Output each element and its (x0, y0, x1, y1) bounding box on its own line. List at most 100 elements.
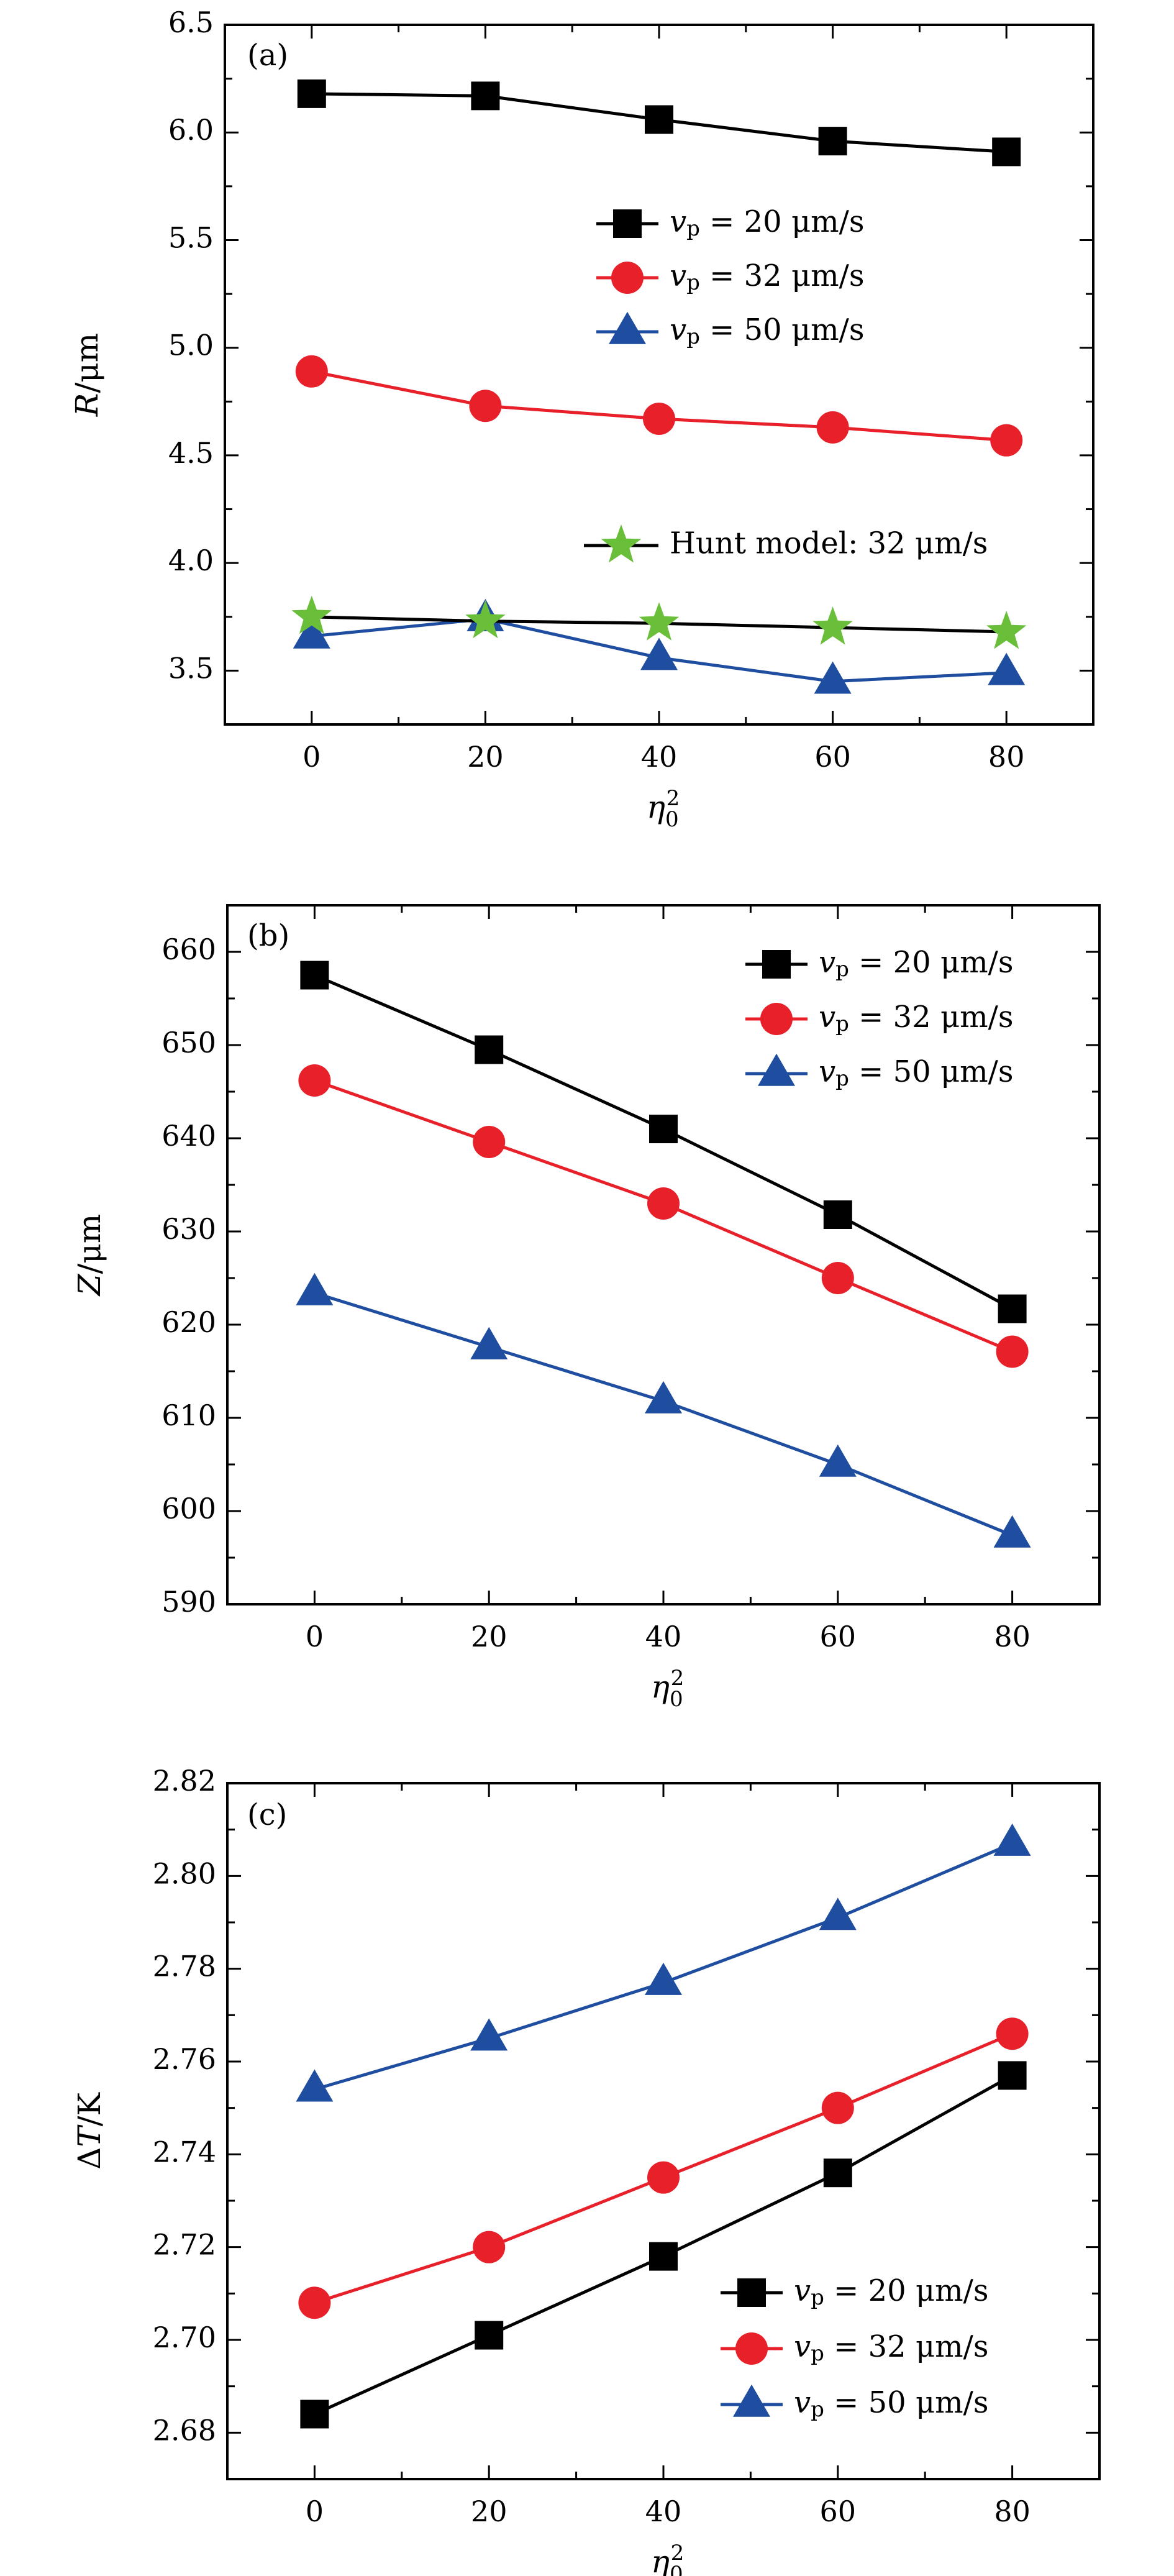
x-tick-label: 20 (467, 740, 504, 774)
legend-marker (609, 311, 646, 344)
y-tick-label: 2.82 (153, 1764, 216, 1797)
series-circle (298, 1064, 1029, 1368)
data-point (469, 390, 502, 422)
series-line (314, 1291, 1013, 1537)
legend-marker (735, 2332, 768, 2365)
y-tick-label: 2.76 (153, 2042, 216, 2076)
y-tick-label: 2.68 (153, 2413, 216, 2447)
data-point (993, 1515, 1031, 1548)
data-point (300, 2400, 329, 2429)
y-axis-label: Z/μm (71, 1214, 107, 1297)
data-point (998, 2061, 1027, 2090)
data-point (814, 661, 852, 694)
x-tick-label: 40 (641, 740, 678, 774)
data-point (473, 1126, 506, 1158)
data-point (298, 1064, 331, 1097)
y-tick-label: 590 (162, 1585, 216, 1619)
x-axis-label: η02 (651, 1666, 684, 1712)
data-point (470, 2018, 508, 2051)
data-point (821, 1262, 854, 1294)
legend-marker (611, 262, 644, 294)
x-tick-label: 60 (820, 1620, 857, 1653)
data-point (647, 1187, 680, 1220)
legend-label: vp = 32 μm/s (819, 1000, 1013, 1037)
data-point (823, 2158, 852, 2188)
x-tick-label: 60 (814, 740, 851, 774)
y-tick-label: 2.74 (153, 2135, 216, 2168)
legend-label: vp = 20 μm/s (794, 2273, 988, 2311)
x-tick-label: 0 (303, 740, 321, 774)
x-tick-label: 20 (471, 1620, 507, 1653)
legend-marker (758, 1053, 795, 1086)
y-tick-label: 6.5 (168, 6, 214, 39)
panel-label: (b) (247, 918, 289, 953)
y-tick-label: 2.70 (153, 2321, 216, 2354)
panel-label: (a) (247, 38, 288, 73)
legend-marker (737, 2278, 766, 2307)
data-point (300, 961, 329, 990)
data-point (819, 1898, 857, 1930)
data-point (645, 1962, 682, 1995)
series-triangle (296, 1272, 1031, 1548)
data-point (823, 1200, 852, 1229)
legend-marker (762, 950, 791, 979)
y-tick-label: 2.78 (153, 1950, 216, 1983)
legend-entry: vp = 50 μm/s (721, 2384, 988, 2422)
y-tick-label: 610 (162, 1399, 216, 1432)
legend-marker (601, 524, 642, 563)
legend-marker (733, 2384, 770, 2417)
series-circle (298, 2017, 1029, 2319)
x-tick-label: 40 (645, 1620, 682, 1653)
legend-label: Hunt model: 32 μm/s (670, 526, 988, 561)
data-point (990, 424, 1023, 457)
legend-label: vp = 32 μm/s (670, 258, 864, 296)
x-axis-label: η02 (647, 786, 680, 832)
y-tick-label: 5.5 (168, 221, 214, 254)
y-tick-label: 630 (162, 1212, 216, 1246)
data-point (639, 602, 680, 641)
chart-panel-3: 2.68 2.70 2.72 2.74 2.76 2.78 2.80 2.82 0 20 40 60 8… (71, 1764, 1101, 2576)
data-point (996, 1335, 1029, 1368)
data-point (473, 2231, 506, 2263)
series-triangle (296, 1823, 1031, 2102)
chart-panel-2: 590 600 610 620 630 640 650 660 0 20 40 60 80 (b) Z/μm… (71, 904, 1101, 1712)
legend-marker (760, 1003, 793, 1035)
y-axis-label: ΔT/K (71, 2092, 107, 2170)
series-square (300, 961, 1027, 1323)
data-point (645, 105, 673, 134)
y-tick-label: 600 (162, 1492, 216, 1525)
data-point (475, 2321, 504, 2350)
data-point (465, 600, 506, 639)
x-axis-label: η02 (651, 2541, 684, 2576)
data-point (812, 606, 853, 645)
y-tick-label: 4.0 (168, 544, 214, 577)
data-point (640, 637, 678, 670)
y-tick-label: 2.80 (153, 1857, 216, 1890)
series-circle (295, 355, 1023, 457)
y-tick-label: 650 (162, 1026, 216, 1059)
data-point (821, 2091, 854, 2124)
data-point (988, 652, 1026, 685)
legend-label: vp = 20 μm/s (670, 204, 864, 242)
data-point (643, 403, 675, 436)
y-tick-label: 640 (162, 1119, 216, 1153)
data-point (818, 127, 847, 156)
legend-entry: vp = 32 μm/s (745, 1000, 1013, 1037)
legend-entry: vp = 32 μm/s (596, 258, 864, 296)
y-tick-label: 6.0 (168, 113, 214, 147)
x-tick-label: 60 (820, 2495, 857, 2528)
legend-marker (613, 209, 642, 238)
legend-label: vp = 50 μm/s (670, 313, 864, 350)
data-point (293, 616, 330, 649)
series-star (291, 595, 1027, 649)
legend-entry: vp = 20 μm/s (745, 945, 1013, 982)
legend-entry: Hunt model: 32 μm/s (584, 524, 988, 563)
data-point (296, 1272, 334, 1305)
data-point (819, 1444, 857, 1477)
data-point (993, 1823, 1031, 1856)
y-tick-label: 2.72 (153, 2228, 216, 2262)
data-point (296, 2069, 334, 2102)
data-point (291, 595, 332, 634)
chart-panel-1: 3.5 4.0 4.5 5.0 5.5 6.0 6.5 0 20 40 60 80 (a) R/μm η02… (69, 6, 1094, 832)
